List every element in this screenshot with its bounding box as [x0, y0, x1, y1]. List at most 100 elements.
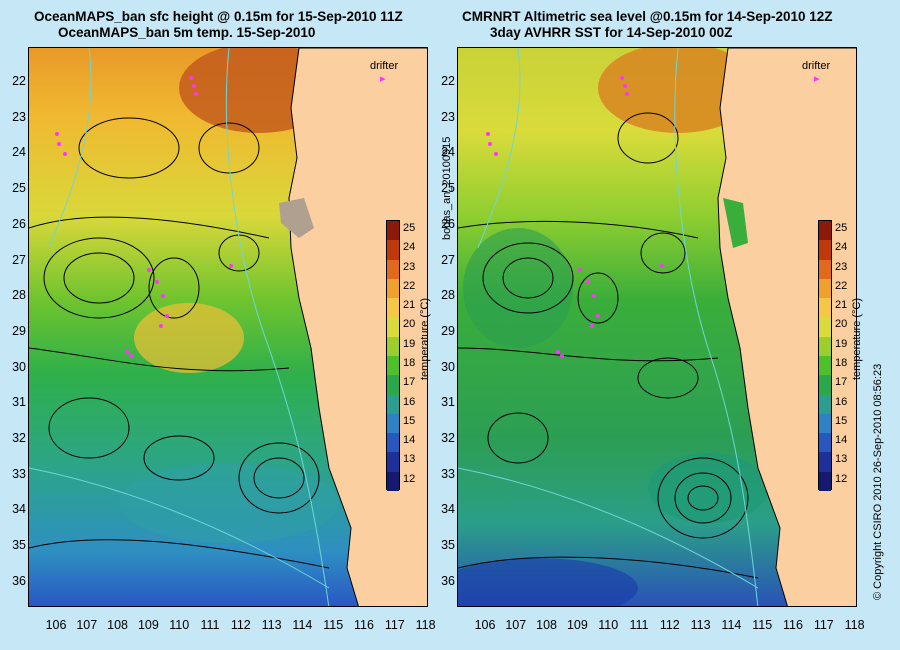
right-warm-patch — [598, 48, 758, 133]
right-colorbar-segment — [819, 336, 831, 357]
left-colorbar-segment — [387, 452, 399, 473]
left-warm-eddy — [134, 303, 244, 373]
left-lon-label: 111 — [200, 618, 220, 632]
right-title-line1: CMRNRT Altimetric sea level @0.15m for 1… — [462, 9, 833, 24]
right-colorbar-tick: 16 — [835, 395, 848, 408]
left-colorbar-tick: 12 — [403, 472, 416, 485]
left-colorbar-tick: 15 — [403, 414, 416, 427]
right-colorbar-segment — [819, 356, 831, 376]
left-colorbar — [386, 220, 400, 492]
right-drifter-marker-icon: ▸ — [814, 73, 820, 85]
right-drifter-tracks — [486, 76, 664, 358]
right-colorbar-segment — [819, 221, 831, 241]
right-colorbar-tick: 12 — [835, 472, 848, 485]
right-colorbar-segment — [819, 259, 831, 280]
right-lat-label: 26 — [441, 216, 455, 231]
right-colorbar-tick: 21 — [835, 299, 848, 312]
right-colorbar-tick: 18 — [835, 357, 848, 369]
left-colorbar-segment — [387, 240, 399, 261]
right-lat-label: 28 — [441, 288, 455, 303]
right-drifter-label: drifter — [802, 60, 831, 72]
right-colorbar-segment — [819, 278, 831, 299]
left-drifter-tracks — [55, 76, 233, 358]
left-lat-label: 34 — [12, 502, 26, 517]
right-lat-label: 35 — [441, 538, 455, 553]
left-colorbar-tick: 17 — [403, 376, 416, 389]
right-colorbar-tick: 13 — [835, 453, 848, 466]
left-lon-label: 114 — [292, 618, 313, 632]
right-lat-label: 33 — [441, 466, 455, 481]
right-lat-label: 32 — [441, 431, 455, 445]
right-lon-label: 107 — [505, 618, 527, 632]
right-lat-label: 23 — [441, 109, 455, 124]
right-lon-label: 111 — [629, 618, 649, 632]
right-bathymetry-lines — [458, 48, 759, 606]
left-colorbar-segment — [387, 336, 399, 357]
left-drifter-label: drifter — [370, 60, 399, 72]
right-lon-label: 109 — [566, 618, 588, 632]
left-colorbar-segment — [387, 259, 399, 280]
left-lat-label: 22 — [12, 74, 26, 88]
right-lon-label: 115 — [752, 618, 773, 632]
right-colorbar-segment — [819, 240, 831, 261]
right-colorbar-tick: 25 — [835, 222, 848, 234]
left-colorbar-segment — [387, 375, 399, 396]
left-colorbar-segment — [387, 471, 399, 492]
left-lat-label: 30 — [12, 359, 26, 374]
right-cool-patch — [648, 453, 768, 523]
right-estuary — [723, 198, 748, 248]
right-colorbar-segment — [819, 433, 831, 453]
left-estuary — [279, 198, 314, 238]
left-colorbar-tick: 13 — [403, 453, 416, 466]
right-colorbar-segment — [819, 452, 831, 473]
right-title-line2: 3day AVHRR SST for 14-Sep-2010 00Z — [490, 25, 733, 40]
left-lat-label: 28 — [12, 288, 26, 303]
right-lon-label: 108 — [536, 618, 558, 632]
left-lon-label: 115 — [323, 618, 344, 632]
left-bathymetry-lines — [29, 48, 330, 606]
right-lon-label: 112 — [659, 618, 680, 632]
left-lat-label: 32 — [12, 431, 26, 445]
left-colorbar-segment — [387, 433, 399, 453]
left-colorbar-segment — [387, 356, 399, 376]
right-lat-label: 22 — [441, 74, 455, 88]
left-lat-label: 33 — [12, 466, 26, 481]
right-colorbar-segment — [819, 413, 831, 434]
left-colorbar-tick: 14 — [403, 434, 416, 447]
left-lat-label: 35 — [12, 538, 26, 553]
left-lon-label: 117 — [384, 618, 405, 632]
left-colorbar-segment — [387, 298, 399, 318]
copyright-text: © Copyright CSIRO 2010 26-Sep-2010 08:56… — [872, 363, 884, 600]
left-lon-label: 112 — [230, 618, 251, 632]
left-lon-label: 108 — [107, 618, 129, 632]
left-colorbar-tick: 25 — [403, 222, 416, 234]
right-map-panel — [457, 47, 857, 607]
left-colorbar-tick: 24 — [403, 241, 416, 254]
right-cold-south — [458, 558, 638, 606]
left-colorbar-tick: 22 — [403, 279, 416, 292]
right-colorbar-segment — [819, 471, 831, 492]
right-colorbar-segment — [819, 317, 831, 338]
left-lon-label: 106 — [45, 618, 67, 632]
left-title-line1: OceanMAPS_ban sfc height @ 0.15m for 15-… — [34, 9, 403, 24]
left-lon-label: 107 — [76, 618, 98, 632]
right-lat-label: 36 — [441, 573, 455, 588]
left-map-panel — [28, 47, 428, 607]
left-colorbar-segment — [387, 278, 399, 299]
left-colorbar-segment — [387, 413, 399, 434]
left-colorbar-tick: 19 — [403, 337, 416, 350]
right-lon-label: 110 — [598, 618, 619, 632]
right-colorbar-unit: temperature (°C) — [851, 297, 863, 380]
left-lat-label: 24 — [12, 145, 26, 160]
right-lon-label: 113 — [690, 618, 711, 632]
left-lat-label: 27 — [12, 252, 26, 267]
left-lat-label: 26 — [12, 216, 26, 231]
left-drifter-legend: drifter ▸ — [370, 60, 399, 85]
left-lon-label: 113 — [261, 618, 282, 632]
left-colorbar-tick: 16 — [403, 395, 416, 408]
right-colorbar-tick: 17 — [835, 376, 848, 389]
right-lat-label: 24 — [441, 145, 455, 160]
right-lon-label: 116 — [783, 618, 803, 632]
right-colorbar-tick: 22 — [835, 279, 848, 292]
right-colorbar-tick: 14 — [835, 434, 848, 447]
